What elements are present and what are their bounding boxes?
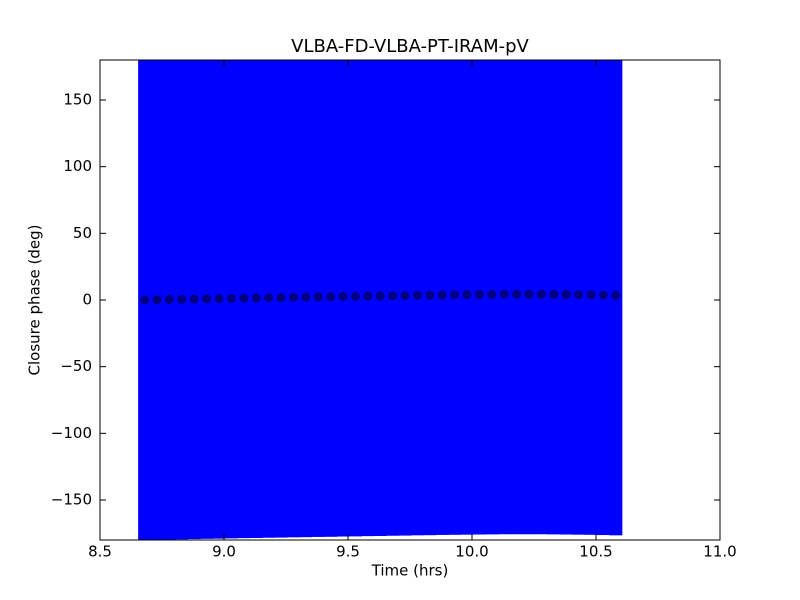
y-tick-label: −100: [51, 424, 92, 442]
data-point: [536, 289, 546, 299]
data-point: [462, 290, 472, 300]
data-point: [425, 290, 435, 300]
data-point: [363, 291, 373, 301]
x-axis-label: Time (hrs): [371, 562, 449, 580]
data-point: [140, 295, 150, 305]
data-point: [301, 292, 311, 302]
data-point: [524, 289, 534, 299]
data-point: [561, 290, 571, 300]
data-point: [202, 294, 212, 304]
y-tick-label: −50: [60, 357, 92, 375]
data-point: [375, 291, 385, 301]
data-point: [598, 290, 608, 300]
data-point: [574, 290, 584, 300]
data-point: [288, 292, 298, 302]
data-point: [276, 293, 286, 303]
data-point: [512, 289, 522, 299]
data-point: [239, 293, 249, 303]
data-point: [388, 291, 398, 301]
data-point: [437, 290, 447, 300]
x-tick-label: 8.5: [88, 543, 112, 561]
data-point: [350, 291, 360, 301]
data-point: [586, 290, 596, 300]
x-tick-label: 9.0: [212, 543, 236, 561]
data-point: [474, 290, 484, 300]
data-point: [251, 293, 261, 303]
y-tick-label: −150: [51, 491, 92, 509]
y-tick-label: 50: [73, 224, 92, 242]
data-point: [611, 290, 621, 300]
x-tick-label: 10.5: [579, 543, 612, 561]
y-tick-label: 100: [63, 157, 92, 175]
data-point: [412, 290, 422, 300]
x-tick-label: 11.0: [703, 543, 736, 561]
data-point: [189, 294, 199, 304]
data-point: [264, 293, 274, 303]
y-axis-label: Closure phase (deg): [26, 225, 44, 376]
x-tick-label: 9.5: [336, 543, 360, 561]
y-tick-label: 0: [82, 291, 92, 309]
data-point: [400, 291, 410, 301]
data-point: [177, 294, 187, 304]
data-point: [164, 294, 174, 304]
data-point: [549, 289, 559, 299]
chart-title: VLBA-FD-VLBA-PT-IRAM-pV: [291, 36, 529, 57]
data-point: [338, 292, 348, 302]
y-tick-label: 150: [63, 91, 92, 109]
data-point: [499, 289, 509, 299]
data-point: [214, 294, 224, 304]
data-point: [226, 293, 236, 303]
data-point: [450, 290, 460, 300]
data-point: [152, 295, 162, 305]
data-point: [326, 292, 336, 302]
x-tick-label: 10.0: [455, 543, 488, 561]
data-point: [313, 292, 323, 302]
data-point: [487, 289, 497, 299]
